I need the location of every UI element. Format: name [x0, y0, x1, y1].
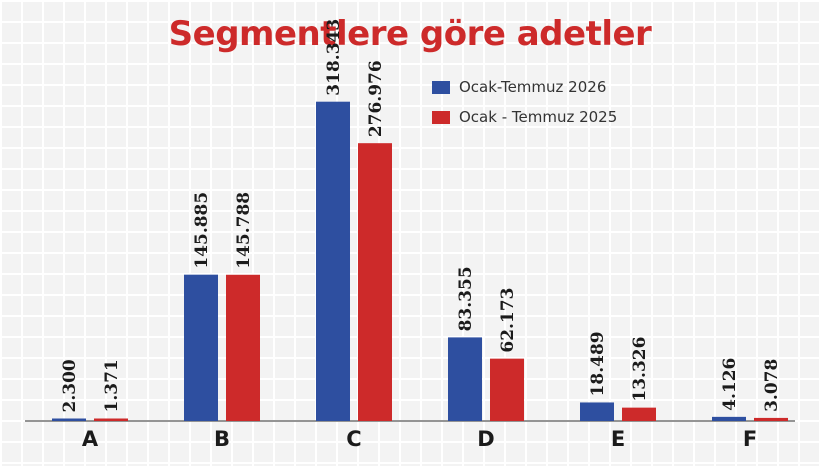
bar-D-2026: [448, 337, 482, 421]
legend-item-2025: Ocak - Temmuz 2025: [432, 104, 617, 130]
value-label-E-2026: 18.489: [588, 331, 608, 396]
category-label-B: B: [214, 427, 230, 451]
value-label-A-2025: 1.371: [102, 359, 122, 412]
category-label-A: A: [82, 427, 99, 451]
legend-item-2026: Ocak-Temmuz 2026: [432, 74, 617, 100]
value-label-D-2026: 83.355: [456, 266, 476, 331]
bar-B-2025: [226, 274, 260, 421]
category-label-E: E: [611, 427, 625, 451]
bar-F-2026: [712, 416, 746, 421]
value-label-B-2026: 145.885: [192, 192, 212, 269]
value-label-D-2025: 62.173: [498, 288, 518, 353]
value-label-B-2025: 145.788: [234, 192, 254, 269]
category-label-C: C: [346, 427, 361, 451]
value-label-A-2026: 2.300: [60, 359, 80, 412]
bar-C-2026: [316, 101, 350, 421]
bar-D-2025: [490, 358, 524, 421]
value-label-F-2025: 3.078: [762, 359, 782, 412]
legend-label-2026: Ocak-Temmuz 2026: [459, 78, 607, 96]
bar-E-2025: [622, 407, 656, 421]
bar-C-2025: [358, 143, 392, 421]
legend: Ocak-Temmuz 2026 Ocak - Temmuz 2025: [432, 74, 617, 134]
bar-E-2026: [580, 402, 614, 421]
legend-swatch-2026: [432, 80, 450, 94]
legend-swatch-2025: [432, 110, 450, 124]
value-label-C-2026: 318.343: [324, 19, 344, 96]
value-label-F-2026: 4.126: [720, 358, 740, 411]
legend-label-2025: Ocak - Temmuz 2025: [459, 108, 618, 126]
category-label-F: F: [743, 427, 757, 451]
category-label-D: D: [477, 427, 494, 451]
chart-title: Segmentlere göre adetler: [168, 14, 652, 54]
bar-F-2025: [754, 417, 788, 421]
value-label-C-2025: 276.976: [366, 60, 386, 137]
bar-A-2026: [52, 418, 86, 421]
bar-B-2026: [184, 274, 218, 421]
value-label-E-2025: 13.326: [630, 337, 650, 402]
bar-A-2025: [94, 418, 128, 421]
